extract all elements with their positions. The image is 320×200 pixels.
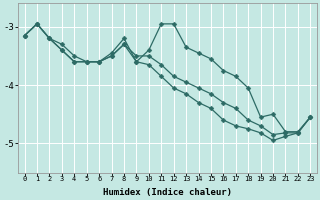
X-axis label: Humidex (Indice chaleur): Humidex (Indice chaleur) [103, 188, 232, 197]
